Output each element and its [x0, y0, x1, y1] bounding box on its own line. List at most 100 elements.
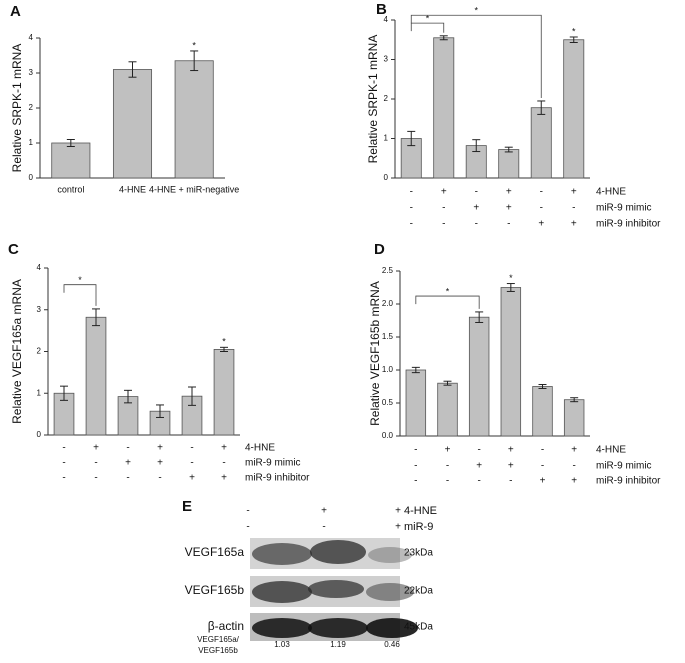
x-tick-label: 4-HNE [119, 184, 146, 194]
significance-star: * [446, 286, 450, 296]
significance-star: * [192, 40, 196, 50]
y-tick-label: 0 [384, 173, 389, 182]
condition-sign: - [541, 461, 544, 472]
panel-letter: B [376, 1, 387, 18]
bar [433, 37, 455, 179]
condition-label: 4-HNE [596, 445, 626, 456]
condition-sign: - [62, 473, 65, 484]
condition-label: 4-HNE [596, 187, 626, 198]
condition-sign: - [62, 443, 65, 454]
condition-sign: + [441, 187, 447, 198]
error-bar [188, 386, 196, 406]
ratio-label: VEGF165a/ [197, 635, 240, 644]
bar [405, 369, 427, 437]
ratio-value: 1.03 [274, 640, 290, 649]
condition-sign: - [477, 445, 480, 456]
bar [563, 399, 585, 437]
y-tick-label: 4 [29, 33, 34, 42]
error-bar [538, 384, 547, 389]
bar [532, 386, 553, 437]
bar [213, 349, 235, 436]
y-axis-label: Relative SRPK-1 mRNA [366, 35, 380, 164]
bar [112, 69, 153, 179]
condition-sign: - [446, 476, 449, 487]
row-label: VEGF165a [185, 545, 245, 559]
condition-sign: - [442, 219, 445, 230]
condition-sign: + [395, 522, 401, 533]
condition-sign: - [94, 458, 97, 469]
row-label: VEGF165b [185, 583, 245, 597]
significance-bracket [415, 295, 480, 309]
y-tick-label: 3 [37, 305, 42, 314]
panel-letter: E [182, 498, 192, 515]
condition-label: miR-9 mimic [245, 458, 301, 469]
error-bar [92, 308, 100, 327]
condition-sign: + [221, 473, 227, 484]
significance-star: * [222, 337, 226, 347]
condition-sign: - [572, 461, 575, 472]
y-tick-label: 4 [37, 263, 42, 272]
condition-sign: - [414, 445, 417, 456]
condition-sign: + [473, 203, 479, 214]
condition-sign: + [321, 506, 327, 517]
bar [468, 316, 490, 437]
condition-sign: - [477, 476, 480, 487]
panel-letter: A [10, 3, 21, 20]
y-tick-label: 2 [37, 347, 42, 356]
y-tick-label: 1 [384, 134, 389, 143]
significance-star: * [426, 14, 430, 24]
error-bar [60, 385, 68, 401]
condition-sign: + [445, 445, 451, 456]
condition-label: miR-9 inhibitor [596, 219, 661, 230]
significance-bracket [410, 14, 542, 98]
error-bar [570, 397, 579, 403]
condition-sign: + [540, 476, 546, 487]
significance-star: * [474, 6, 478, 16]
condition-sign: - [158, 473, 161, 484]
bar [51, 142, 91, 179]
condition-sign: + [506, 187, 512, 198]
y-tick-label: 2 [29, 103, 34, 112]
condition-sign: - [94, 473, 97, 484]
significance-bracket [410, 22, 445, 33]
condition-sign: - [126, 473, 129, 484]
y-tick-label: 3 [384, 55, 389, 64]
condition-label: 4-HNE [245, 443, 275, 454]
y-tick-label: 2.0 [382, 299, 394, 308]
significance-star: * [572, 26, 576, 36]
ratio-label: VEGF165b [198, 646, 238, 655]
condition-sign: + [508, 461, 514, 472]
size-label: 45kDa [404, 622, 433, 633]
band [368, 547, 412, 563]
condition-sign: - [572, 203, 575, 214]
condition-sign: - [410, 203, 413, 214]
y-tick-label: 0 [29, 173, 34, 182]
ratio-value: 0.46 [384, 640, 400, 649]
error-bar [537, 100, 546, 115]
condition-sign: + [476, 461, 482, 472]
error-bar [569, 36, 578, 44]
condition-sign: + [508, 445, 514, 456]
y-tick-label: 1.0 [382, 365, 394, 374]
error-bar [66, 139, 75, 147]
panel-letter: D [374, 241, 385, 258]
condition-sign: - [475, 187, 478, 198]
bar [530, 107, 552, 179]
condition-sign: - [126, 443, 129, 454]
ratio-value: 1.19 [330, 640, 346, 649]
condition-sign: + [93, 443, 99, 454]
significance-bracket [63, 284, 97, 306]
bar [174, 60, 214, 179]
y-tick-label: 1 [29, 138, 34, 147]
y-axis-label: Relative VEGF165a mRNA [10, 279, 24, 424]
condition-sign: - [475, 219, 478, 230]
error-bar [407, 130, 416, 147]
error-bar [475, 311, 484, 323]
error-bar [472, 139, 481, 153]
y-axis-label: Relative SRPK-1 mRNA [10, 44, 24, 173]
condition-sign: - [507, 219, 510, 230]
y-tick-label: 3 [29, 68, 34, 77]
condition-sign: + [571, 476, 577, 487]
condition-label: miR-9 mimic [596, 203, 652, 214]
